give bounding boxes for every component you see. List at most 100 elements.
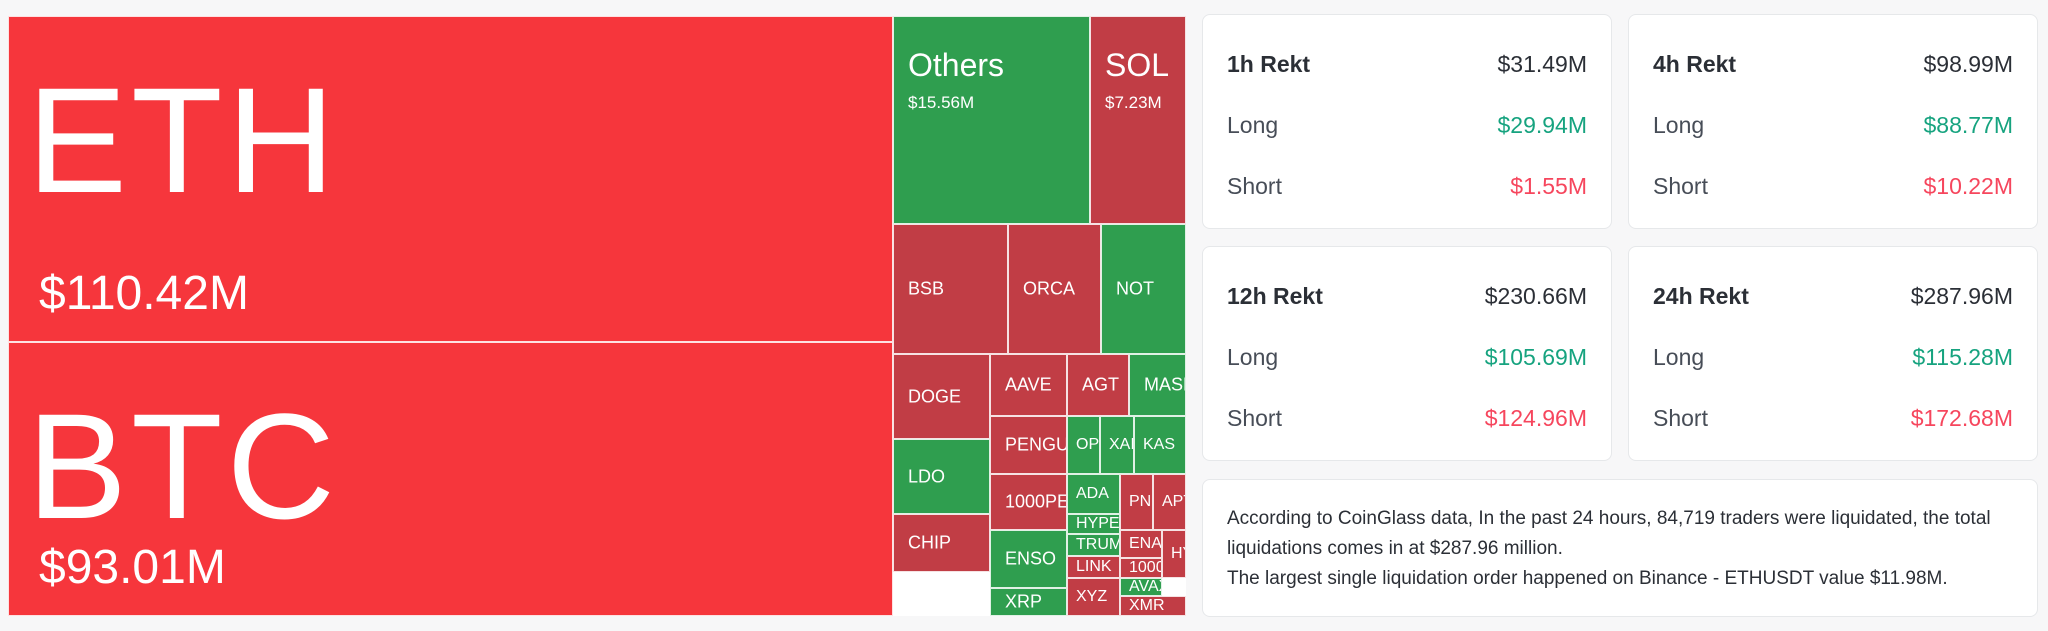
short-row: Short $172.68M — [1653, 405, 2013, 432]
treemap-tile-bsb[interactable]: BSB — [893, 224, 1008, 354]
treemap-tile-aave[interactable]: AAVE — [990, 354, 1067, 416]
long-row: Long $115.28M — [1653, 344, 2013, 371]
short-row: Short $124.96M — [1227, 405, 1587, 432]
treemap-tile-doge[interactable]: DOGE — [893, 354, 990, 439]
treemap-tile-chip[interactable]: CHIP — [893, 514, 990, 572]
treemap-tile-1000pepe[interactable]: 1000PEPE — [990, 474, 1067, 530]
tile-symbol: NOT — [1116, 278, 1154, 299]
card-total: $287.96M — [1910, 283, 2013, 309]
treemap-tile-mask[interactable]: MASK — [1129, 354, 1186, 416]
long-row: Long $88.77M — [1653, 112, 2013, 139]
short-value: $172.68M — [1910, 405, 2013, 431]
treemap-tile-btc[interactable]: BTC $93.01M — [8, 342, 893, 616]
treemap-tile-xai[interactable]: XAI — [1100, 416, 1134, 474]
liquidation-treemap: ETH $110.42M BTC $93.01M Others $15.56M SOL $7.… — [8, 16, 1186, 616]
short-label: Short — [1653, 405, 1708, 431]
long-value: $105.69M — [1484, 344, 1587, 370]
tile-value: $110.42M — [39, 267, 249, 320]
tile-symbol: ENA — [1129, 535, 1162, 552]
tile-symbol: KAS — [1143, 436, 1176, 453]
card-title: 24h Rekt — [1653, 283, 1749, 309]
summary-line-2: The largest single liquidation order hap… — [1227, 568, 1948, 589]
card-title: 4h Rekt — [1653, 51, 1737, 77]
tile-value: $7.23M — [1105, 93, 1162, 112]
card-1h-rekt: 1h Rekt $31.49M Long $29.94M Short $1.55… — [1202, 14, 1612, 229]
tile-symbol: DOGE — [908, 386, 962, 406]
long-value: $115.28M — [1912, 344, 2013, 370]
treemap-tile-kas[interactable]: KAS — [1134, 416, 1186, 474]
tile-symbol: XMR — [1129, 597, 1165, 614]
treemap-tile-xrp[interactable]: XRP — [990, 588, 1067, 616]
treemap-tile-hype[interactable]: HYPE — [1162, 530, 1186, 578]
tile-value: $93.01M — [39, 541, 226, 594]
long-row: Long $29.94M — [1227, 112, 1587, 139]
tile-symbol: CHIP — [908, 532, 952, 553]
tile-symbol: XAI — [1109, 436, 1134, 453]
card-total: $230.66M — [1484, 283, 1587, 309]
tile-symbol: TRUMP — [1076, 536, 1119, 553]
short-label: Short — [1227, 173, 1282, 199]
treemap-tile-op[interactable]: OP — [1067, 416, 1100, 474]
card-24h-rekt: 24h Rekt $287.96M Long $115.28M Short $1… — [1628, 246, 2038, 461]
long-label: Long — [1653, 112, 1705, 138]
short-value: $10.22M — [1923, 173, 2013, 199]
tile-symbol: OP — [1076, 436, 1100, 453]
treemap-tile-1000[interactable]: 1000 — [1120, 558, 1162, 578]
card-header: 24h Rekt $287.96M — [1653, 283, 2013, 310]
tile-symbol: HYPE — [1076, 515, 1120, 532]
short-row: Short $1.55M — [1227, 173, 1587, 200]
treemap-tile-xyz[interactable]: XYZ — [1067, 578, 1120, 616]
treemap-tile-agt[interactable]: AGT — [1067, 354, 1129, 416]
treemap-tile-ena[interactable]: ENA — [1120, 530, 1162, 558]
treemap-tile-ada[interactable]: ADA — [1067, 474, 1120, 514]
tile-symbol: LDO — [908, 466, 946, 486]
short-label: Short — [1227, 405, 1282, 431]
treemap-tile-orca[interactable]: ORCA — [1008, 224, 1101, 354]
treemap-tile-link[interactable]: LINK — [1067, 556, 1120, 578]
treemap-tile-pnut[interactable]: PNUT — [1120, 474, 1153, 530]
long-label: Long — [1227, 344, 1279, 370]
long-row: Long $105.69M — [1227, 344, 1587, 371]
tile-symbol: PNUT — [1129, 493, 1152, 510]
tile-symbol: ENSO — [1005, 548, 1057, 569]
tile-symbol: AAVE — [1005, 374, 1052, 395]
tile-symbol: 1000 — [1129, 559, 1162, 576]
long-label: Long — [1653, 344, 1705, 370]
treemap-tile-others[interactable]: Others $15.56M — [893, 16, 1090, 224]
treemap-tile-ldo[interactable]: LDO — [893, 439, 990, 514]
tile-symbol: ADA — [1076, 485, 1109, 502]
treemap-tile-sol[interactable]: SOL $7.23M — [1090, 16, 1186, 224]
short-row: Short $10.22M — [1653, 173, 2013, 200]
card-12h-rekt: 12h Rekt $230.66M Long $105.69M Short $1… — [1202, 246, 1612, 461]
treemap-tile-apt[interactable]: APT — [1153, 474, 1186, 530]
tile-symbol: BTC — [27, 382, 339, 550]
treemap-tile-hype[interactable]: HYPE — [1067, 514, 1120, 534]
tile-symbol: ORCA — [1023, 278, 1076, 299]
long-label: Long — [1227, 112, 1279, 138]
tile-symbol: XRP — [1005, 591, 1043, 612]
long-value: $88.77M — [1923, 112, 2013, 138]
treemap-tile-xmr[interactable]: XMR — [1120, 596, 1186, 616]
tile-symbol: XYZ — [1076, 588, 1108, 605]
liquidation-summary: According to CoinGlass data, In the past… — [1202, 479, 2038, 617]
treemap-tile-eth[interactable]: ETH $110.42M — [8, 16, 893, 342]
card-total: $31.49M — [1497, 51, 1587, 77]
tile-symbol: BSB — [908, 278, 945, 299]
card-header: 12h Rekt $230.66M — [1227, 283, 1587, 310]
treemap-tile-not[interactable]: NOT — [1101, 224, 1186, 354]
treemap-tile-enso[interactable]: ENSO — [990, 530, 1067, 588]
tile-symbol: LINK — [1076, 558, 1112, 575]
treemap-tile-trump[interactable]: TRUMP — [1067, 534, 1120, 556]
tile-symbol: PENGU — [1005, 434, 1067, 455]
tile-symbol: Others — [908, 47, 1005, 83]
card-title: 1h Rekt — [1227, 51, 1311, 77]
tile-symbol: 1000PEPE — [1005, 491, 1067, 512]
tile-symbol: MASK — [1144, 374, 1185, 395]
tile-symbol: SOL — [1105, 47, 1170, 83]
summary-line-1: According to CoinGlass data, In the past… — [1227, 508, 1991, 559]
card-header: 1h Rekt $31.49M — [1227, 51, 1587, 78]
card-header: 4h Rekt $98.99M — [1653, 51, 2013, 78]
treemap-tile-pengu[interactable]: PENGU — [990, 416, 1067, 474]
